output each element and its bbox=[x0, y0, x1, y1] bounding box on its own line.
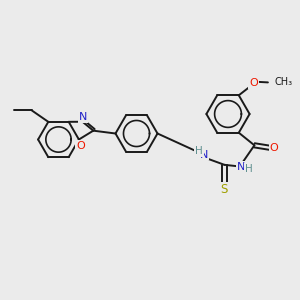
Text: O: O bbox=[270, 143, 279, 153]
Text: S: S bbox=[221, 183, 228, 196]
Text: H: H bbox=[195, 146, 203, 156]
Text: O: O bbox=[249, 78, 258, 88]
Text: N: N bbox=[200, 150, 208, 160]
Text: N: N bbox=[79, 112, 87, 122]
Text: O: O bbox=[76, 140, 85, 151]
Text: CH₃: CH₃ bbox=[274, 77, 292, 87]
Text: N: N bbox=[237, 162, 245, 172]
Text: H: H bbox=[244, 164, 252, 174]
